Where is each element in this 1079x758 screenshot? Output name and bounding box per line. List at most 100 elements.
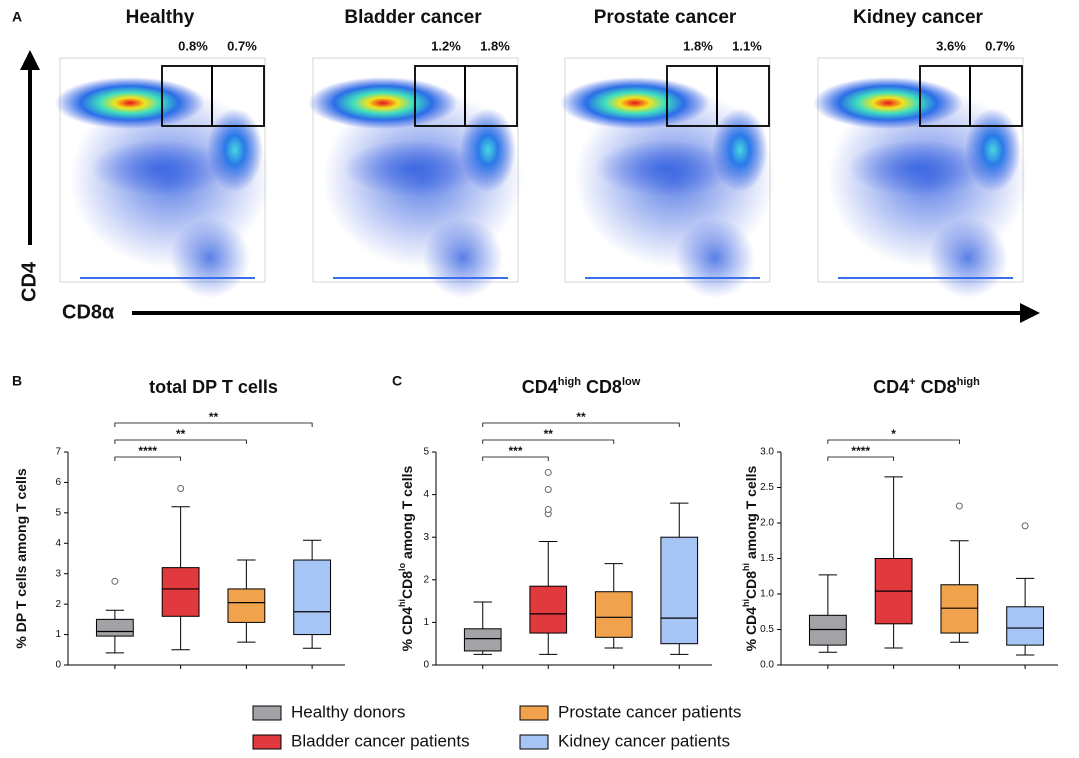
- significance-label: **: [176, 427, 186, 441]
- panel-label: B: [12, 373, 22, 389]
- significance-label: ***: [508, 444, 522, 458]
- text-part: total DP T cells: [149, 377, 278, 397]
- chart-title: CD4+ CD8high: [873, 376, 980, 397]
- gate: [716, 65, 770, 127]
- significance-label: **: [544, 427, 554, 441]
- outlier: [1021, 522, 1029, 530]
- flow-title: Bladder cancer: [344, 7, 482, 28]
- density-haze: [928, 218, 1008, 298]
- text-part: CD4: [873, 377, 909, 397]
- y-tick-label: 0: [423, 660, 429, 671]
- superscript: hi: [741, 599, 751, 607]
- y-tick-label: 0.0: [760, 660, 774, 671]
- superscript: low: [622, 376, 641, 388]
- gate: [969, 65, 1023, 127]
- flow-title: Healthy: [126, 7, 195, 28]
- legend-swatch: [252, 705, 282, 721]
- y-tick-label: 3.0: [760, 447, 774, 458]
- text-part: % CD4: [399, 607, 415, 652]
- flow-y-label: CD4: [18, 261, 40, 302]
- superscript: hi: [397, 599, 407, 607]
- density-cluster: [595, 140, 735, 196]
- text-part: % CD4: [743, 607, 759, 652]
- box: [660, 536, 699, 645]
- y-tick-label: 7: [55, 447, 61, 458]
- density-haze: [675, 218, 755, 298]
- legend-swatch: [519, 705, 549, 721]
- gate-label: 1.8%: [683, 38, 713, 53]
- density-cluster: [90, 140, 230, 196]
- density-cluster: [848, 140, 988, 196]
- y-tick-label: 4: [423, 489, 429, 500]
- significance-bracket: [482, 456, 549, 461]
- text-part: among T cells: [743, 465, 759, 562]
- flow-title: Kidney cancer: [853, 7, 983, 28]
- gate: [211, 65, 265, 127]
- flow-title: Prostate cancer: [594, 7, 737, 28]
- y-tick-label: 1: [55, 629, 61, 640]
- chart-title: CD4high CD8low: [522, 376, 641, 397]
- flow-panel: Prostate cancer 1.8% 1.1%: [560, 7, 775, 298]
- box: [808, 614, 847, 646]
- flow-x-label: CD8α: [62, 301, 115, 323]
- y-tick-label: 5: [55, 507, 61, 518]
- gate-label: 1.8%: [480, 38, 510, 53]
- significance-label: **: [209, 410, 219, 424]
- y-tick-label: 1.0: [760, 589, 774, 600]
- box: [161, 567, 200, 617]
- significance-bracket: [482, 422, 680, 427]
- y-tick-label: 5: [423, 447, 429, 458]
- density-cluster: [813, 77, 963, 129]
- box: [227, 588, 266, 623]
- y-tick-label: 1.5: [760, 553, 774, 564]
- y-axis-label: % CD4hiCD8lo among T cells: [397, 465, 414, 651]
- significance-label: **: [576, 410, 586, 424]
- flow-panel: Healthy 0.8% 0.7%: [55, 7, 270, 298]
- panel-label: C: [392, 373, 402, 389]
- significance-label: ****: [138, 444, 157, 458]
- outlier: [177, 485, 185, 493]
- legend-swatch: [519, 734, 549, 750]
- superscript: high: [558, 376, 581, 388]
- density-haze: [170, 218, 250, 298]
- density-cluster: [55, 77, 205, 129]
- gate-label: 3.6%: [936, 38, 966, 53]
- text-part: CD8: [916, 377, 957, 397]
- box: [293, 559, 332, 636]
- outlier: [544, 468, 552, 476]
- gate: [464, 65, 518, 127]
- significance-bracket: [114, 439, 247, 444]
- outlier: [544, 506, 552, 514]
- flow-panel: Bladder cancer 1.2% 1.8%: [308, 7, 523, 298]
- significance-bracket: [482, 439, 615, 444]
- significance-bracket: [827, 456, 895, 461]
- y-tick-label: 2: [55, 599, 61, 610]
- superscript: +: [909, 376, 915, 388]
- legend-swatch: [252, 734, 282, 750]
- y-tick-label: 0: [55, 660, 61, 671]
- density-cluster: [343, 140, 483, 196]
- y-tick-label: 1: [423, 617, 429, 628]
- gate-label: 1.1%: [732, 38, 762, 53]
- y-tick-label: 6: [55, 477, 61, 488]
- significance-label: *: [891, 427, 896, 441]
- density-cluster: [308, 77, 458, 129]
- text-part: CD4: [522, 377, 558, 397]
- outlier: [111, 577, 119, 585]
- text-part: CD8: [399, 571, 415, 599]
- superscript: high: [957, 376, 980, 388]
- box: [940, 584, 979, 634]
- density-cluster: [560, 77, 710, 129]
- y-tick-label: 0.5: [760, 624, 774, 635]
- gate-label: 1.2%: [431, 38, 461, 53]
- box-chart: 0.00.51.01.52.02.53.0 *****CD4+ CD8high% …: [741, 376, 1058, 671]
- gate-label: 0.8%: [178, 38, 208, 53]
- significance-label: ****: [851, 444, 870, 458]
- outlier: [955, 502, 963, 510]
- superscript: hi: [741, 563, 751, 571]
- gate-label: 0.7%: [985, 38, 1015, 53]
- gate-label: 0.7%: [227, 38, 257, 53]
